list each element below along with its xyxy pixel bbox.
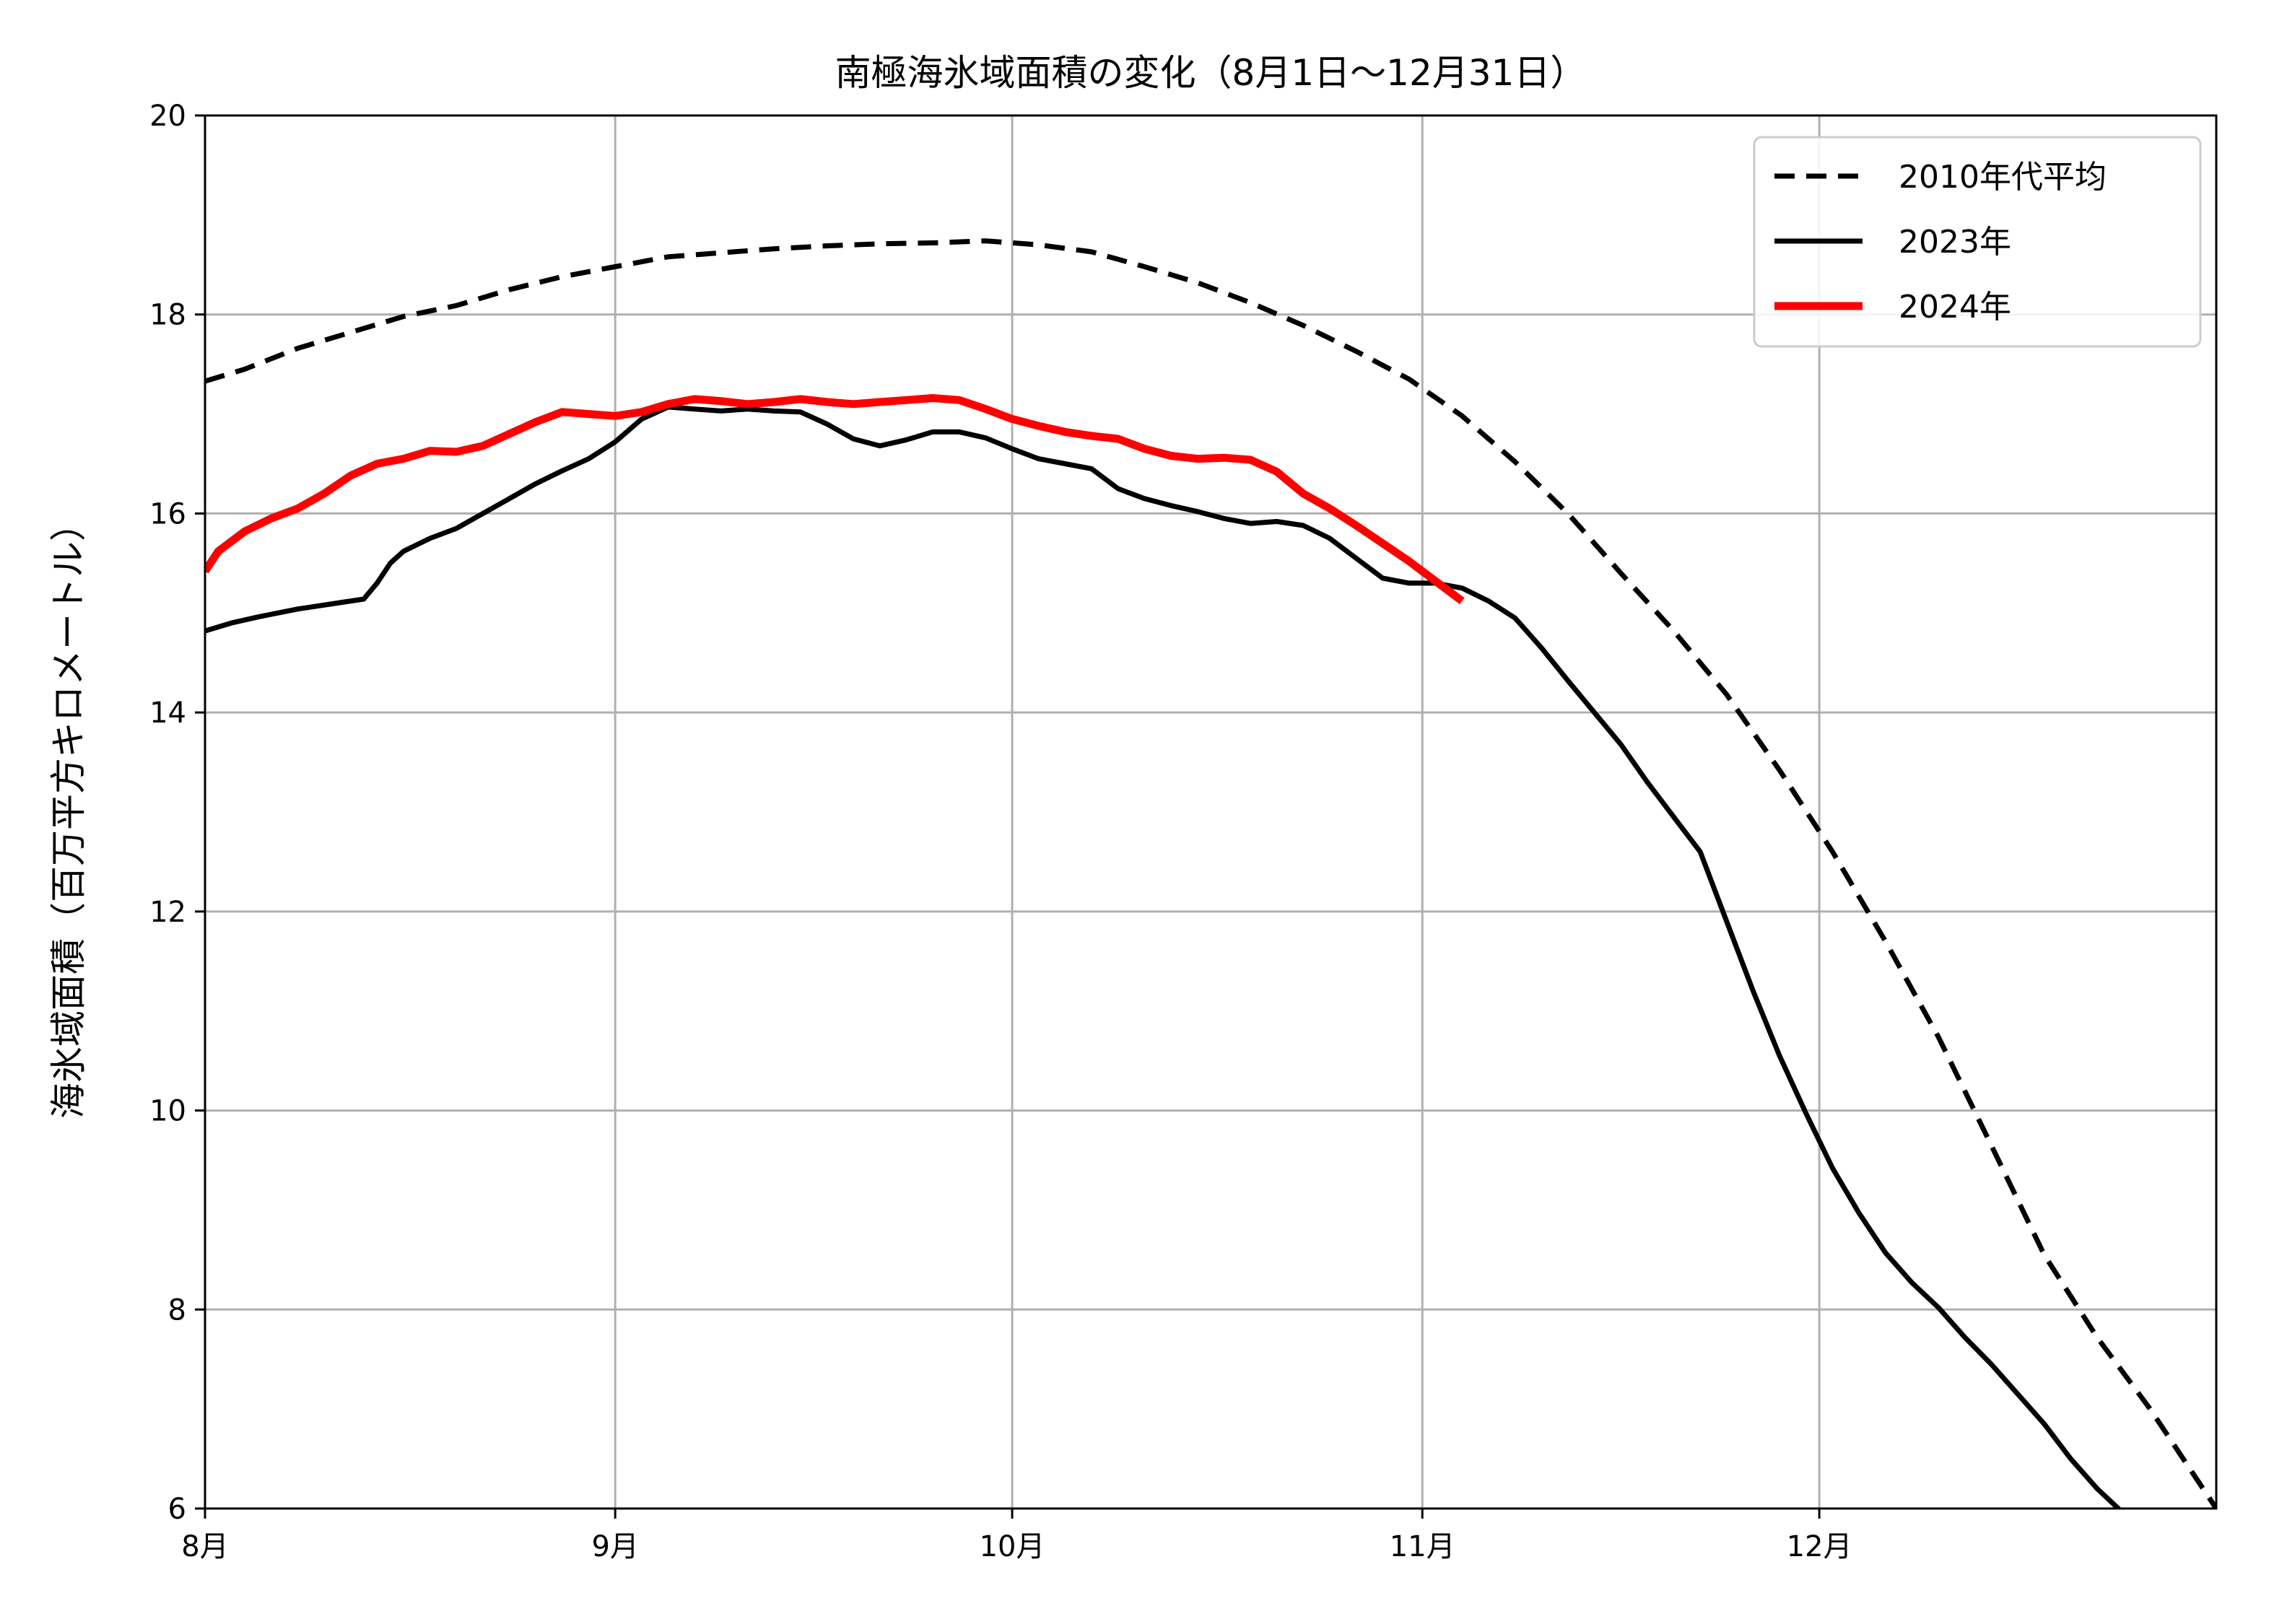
legend-label-1: 2023年: [1899, 224, 2011, 261]
y-tick-label: 10: [149, 1095, 186, 1128]
chart-title: 南極海氷域面積の変化（8月1日～12月31日）: [835, 52, 1587, 94]
legend-box: [1753, 136, 2202, 348]
axes: 8月 9月 10月 11月 12月 6 8 10 12 14 16 18 20: [149, 100, 1852, 1563]
y-tick-label: 18: [149, 299, 186, 332]
x-tick-label: 10月: [980, 1530, 1045, 1563]
y-tick-label: 20: [149, 100, 186, 133]
plot-frame: [204, 114, 2218, 1510]
x-tick-label: 12月: [1787, 1530, 1852, 1563]
y-tick-label: 16: [149, 497, 186, 531]
legend-label-0: 2010年代平均: [1899, 159, 2107, 196]
legend: 2010年代平均 2023年 2024年: [1753, 136, 2202, 348]
x-tick-label: 9月: [591, 1530, 638, 1563]
y-tick-label: 14: [149, 697, 186, 730]
series-line-2: [205, 394, 1465, 605]
y-tick-label: 12: [149, 896, 186, 929]
legend-label-2: 2024年: [1899, 289, 2011, 326]
series-line-1: [205, 404, 2122, 1509]
x-tick-label: 8月: [181, 1530, 228, 1563]
y-tick-label: 8: [168, 1293, 186, 1327]
series-line-0: [205, 238, 2216, 1509]
x-tick-label: 11月: [1390, 1530, 1455, 1563]
y-axis-label: 海氷域面積（百万平方キロメートル）: [48, 505, 90, 1119]
series-group: [205, 238, 2216, 1509]
y-tick-label: 6: [168, 1493, 186, 1526]
